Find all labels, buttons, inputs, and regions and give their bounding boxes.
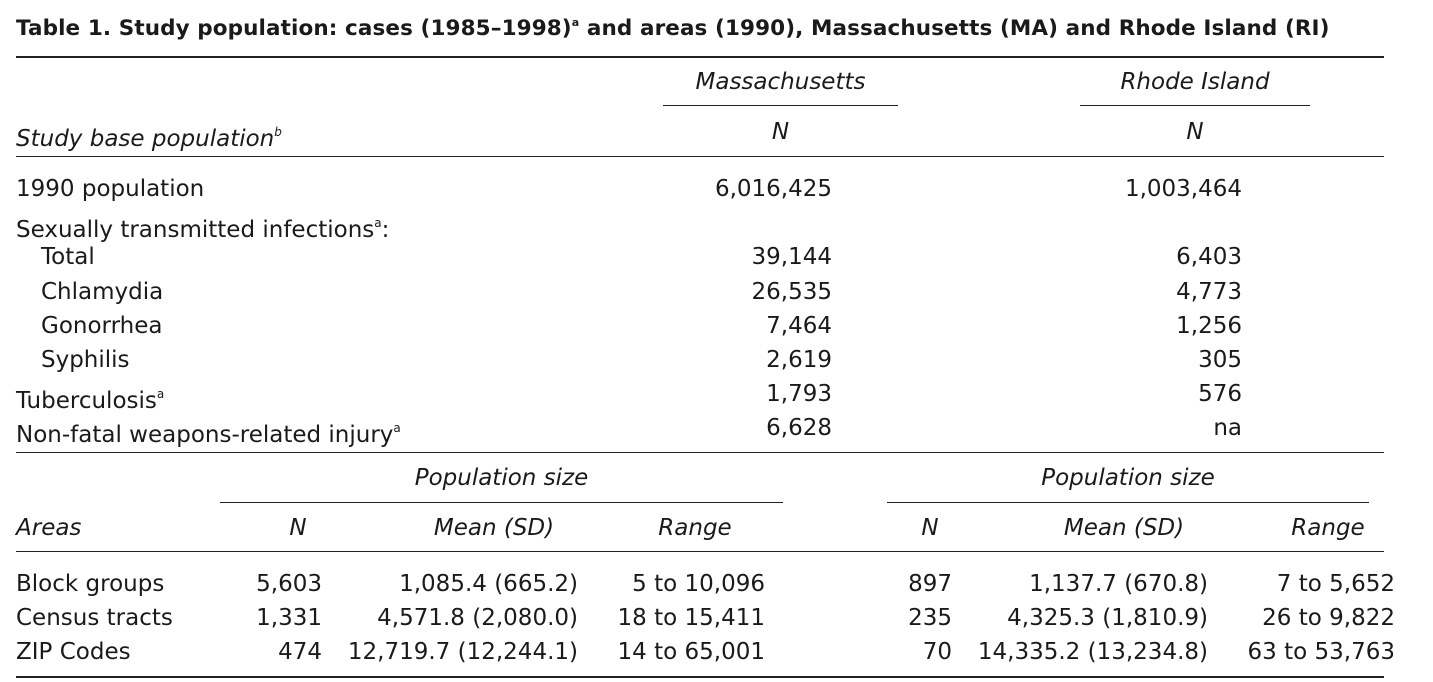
ri-mean-col-header: Mean (SD)	[1063, 515, 1185, 541]
ri-value: 1,003,464	[1124, 176, 1242, 202]
ma-value: 2,619	[766, 347, 832, 373]
ri-header-rule	[1080, 105, 1310, 106]
ma-mean-value: 4,571.8 (2,080.0)	[377, 605, 578, 631]
ma-population-size-rule	[220, 502, 783, 503]
ma-n-value: 1,331	[256, 605, 322, 631]
row-label: ZIP Codes	[16, 639, 131, 665]
ri-n-value: 897	[908, 571, 952, 597]
row-label: Gonorrhea	[41, 313, 163, 339]
areas-header: Areas	[16, 515, 82, 541]
bottom-rule	[16, 676, 1384, 678]
ma-value: 6,016,425	[714, 176, 832, 202]
ma-mean-value: 12,719.7 (12,244.1)	[347, 639, 578, 665]
header-bottom-rule	[16, 156, 1384, 157]
row-label: Chlamydia	[41, 279, 164, 305]
row-label: Census tracts	[16, 605, 173, 631]
ri-value: na	[1213, 415, 1242, 441]
ri-mean-value: 14,335.2 (13,234.8)	[977, 639, 1208, 665]
row-label: Block groups	[16, 571, 165, 597]
ri-mean-value: 1,137.7 (670.8)	[1029, 571, 1208, 597]
ri-range-col-header: Range	[1291, 515, 1365, 541]
ri-n-col-header: N	[921, 515, 939, 541]
row-label: Sexually transmitted infectionsa:	[16, 216, 390, 243]
ri-n-value: 70	[922, 639, 952, 665]
ma-value: 39,144	[751, 244, 832, 270]
ri-value: 1,256	[1176, 313, 1242, 339]
ma-population-size-header: Population size	[414, 465, 589, 491]
ma-range-value: 14 to 65,001	[617, 639, 765, 665]
ri-range-value: 63 to 53,763	[1247, 639, 1395, 665]
header-massachusetts: Massachusetts	[695, 69, 866, 95]
ri-range-value: 26 to 9,822	[1262, 605, 1395, 631]
study-base-header: Study base populationb	[16, 125, 282, 152]
ri-mean-value: 4,325.3 (1,810.9)	[1007, 605, 1208, 631]
ri-population-size-rule	[887, 502, 1369, 503]
top-rule	[16, 56, 1384, 58]
ri-value: 4,773	[1176, 279, 1242, 305]
ma-value: 26,535	[751, 279, 832, 305]
ri-population-size-header: Population size	[1041, 465, 1215, 491]
ma-header-rule	[663, 105, 898, 106]
row-label: Total	[41, 244, 95, 270]
ma-value: 7,464	[766, 313, 832, 339]
ri-value: 305	[1198, 347, 1242, 373]
ma-n-value: 5,603	[256, 571, 322, 597]
ri-value: 6,403	[1176, 244, 1242, 270]
ri-value: 576	[1198, 381, 1242, 407]
section-divider-rule	[16, 452, 1384, 453]
ri-n-header: N	[1186, 119, 1204, 145]
ma-range-col-header: Range	[658, 515, 732, 541]
ma-mean-value: 1,085.4 (665.2)	[399, 571, 578, 597]
ma-value: 6,628	[766, 415, 832, 441]
ma-value: 1,793	[766, 381, 832, 407]
ma-n-col-header: N	[289, 515, 307, 541]
ma-range-value: 5 to 10,096	[632, 571, 765, 597]
row-label: 1990 population	[16, 176, 205, 202]
row-label: Non-fatal weapons-related injurya	[16, 421, 401, 448]
row-label: Tuberculosisa	[16, 387, 165, 414]
ma-mean-col-header: Mean (SD)	[433, 515, 555, 541]
row-label: Syphilis	[41, 347, 130, 373]
ma-n-value: 474	[278, 639, 322, 665]
areas-header-bottom-rule	[16, 551, 1384, 552]
ri-range-value: 7 to 5,652	[1276, 571, 1395, 597]
ma-n-header: N	[771, 119, 790, 145]
ri-n-value: 235	[908, 605, 952, 631]
header-rhode-island: Rhode Island	[1120, 69, 1270, 95]
table-title: Table 1. Study population: cases (1985–1…	[16, 16, 1330, 41]
ma-range-value: 18 to 15,411	[617, 605, 765, 631]
